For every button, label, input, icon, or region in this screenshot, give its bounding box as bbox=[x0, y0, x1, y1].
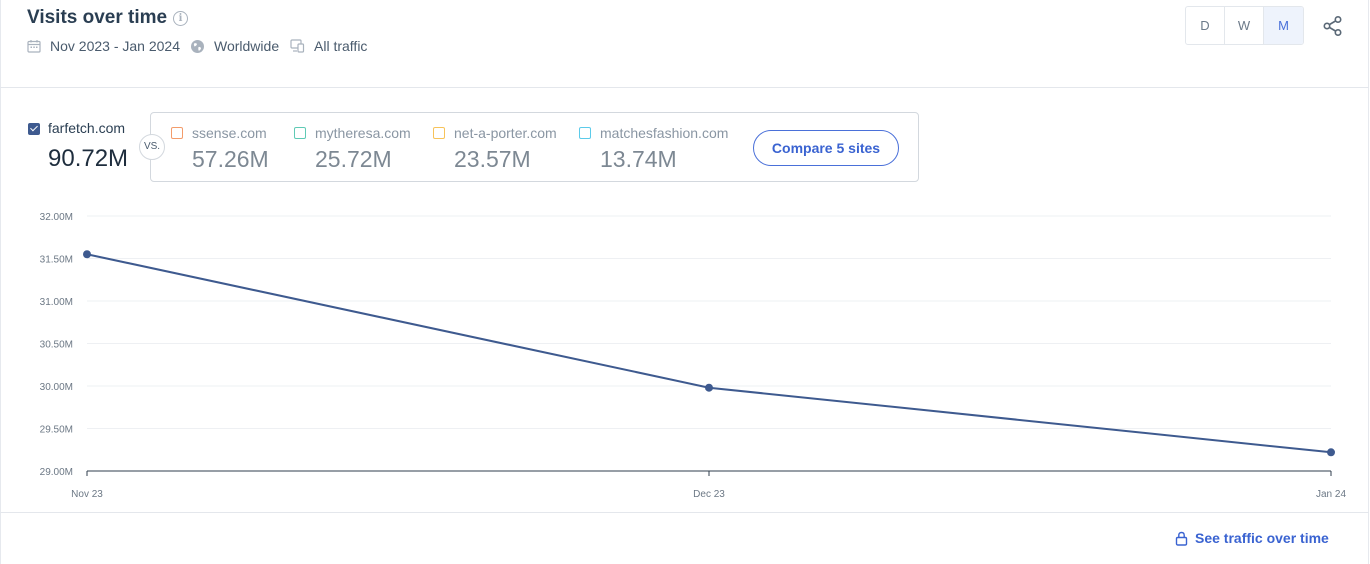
data-point bbox=[1327, 448, 1335, 457]
region-filter[interactable]: Worldwide bbox=[190, 38, 279, 54]
competitor-visits: 25.72M bbox=[315, 146, 392, 172]
date-range[interactable]: Nov 2023 - Jan 2024 bbox=[27, 38, 180, 54]
competitor-name: matchesfashion.com bbox=[600, 125, 729, 141]
main-site-name: farfetch.com bbox=[48, 120, 126, 136]
devices-icon bbox=[290, 39, 305, 53]
y-tick-label: 29.50M bbox=[40, 425, 73, 436]
competitor-name: net-a-porter.com bbox=[454, 125, 557, 141]
granularity-week[interactable]: W bbox=[1225, 7, 1264, 44]
competitor-checkbox[interactable] bbox=[294, 127, 306, 139]
lock-icon bbox=[1175, 531, 1188, 546]
visits-line-chart: 29.00M 29.50M 30.00M 30.50M 31.00M 31.50M 32.0… bbox=[40, 212, 1347, 500]
widget-title: Visits over time bbox=[27, 7, 168, 28]
main-site-checkbox[interactable] bbox=[28, 123, 40, 135]
date-range-label: Nov 2023 - Jan 2024 bbox=[50, 38, 180, 54]
competitor-visits: 13.74M bbox=[600, 146, 677, 172]
series-line bbox=[86, 253, 1332, 454]
y-tick-label: 31.50M bbox=[40, 255, 73, 266]
info-icon[interactable]: i bbox=[173, 11, 188, 26]
x-tick-label: Jan 24 bbox=[1316, 489, 1346, 500]
footer-divider bbox=[0, 512, 1369, 513]
x-tick-label: Dec 23 bbox=[693, 489, 725, 500]
competitor-name: mytheresa.com bbox=[315, 125, 411, 141]
competitor-visits: 57.26M bbox=[192, 146, 269, 172]
competitor-name: ssense.com bbox=[192, 125, 267, 141]
main-site-visits: 90.72M bbox=[48, 145, 129, 172]
see-traffic-link[interactable]: See traffic over time bbox=[1175, 530, 1329, 546]
compare-sites-button[interactable]: Compare 5 sites bbox=[753, 130, 899, 166]
see-traffic-label: See traffic over time bbox=[1195, 530, 1329, 546]
traffic-filter[interactable]: All traffic bbox=[290, 38, 367, 54]
y-tick-label: 31.00M bbox=[40, 297, 73, 308]
data-point bbox=[83, 250, 91, 259]
share-icon[interactable] bbox=[1322, 15, 1344, 37]
y-tick-label: 30.00M bbox=[40, 382, 73, 393]
competitor-checkbox[interactable] bbox=[579, 127, 591, 139]
granularity-month[interactable]: M bbox=[1264, 7, 1303, 44]
competitor-checkbox[interactable] bbox=[433, 127, 445, 139]
granularity-toggle: D W M bbox=[1185, 6, 1304, 45]
y-tick-label: 29.00M bbox=[40, 467, 73, 478]
vs-badge: VS. bbox=[139, 134, 165, 160]
competitor-checkbox[interactable] bbox=[171, 127, 183, 139]
y-tick-label: 32.00M bbox=[40, 212, 73, 223]
traffic-label: All traffic bbox=[314, 38, 368, 54]
region-label: Worldwide bbox=[214, 38, 280, 54]
calendar-icon bbox=[27, 40, 41, 53]
competitor-visits: 23.57M bbox=[454, 146, 531, 172]
globe-icon bbox=[191, 39, 204, 53]
granularity-day[interactable]: D bbox=[1186, 7, 1225, 44]
y-tick-label: 30.50M bbox=[40, 340, 73, 351]
data-point bbox=[705, 383, 713, 392]
header-divider bbox=[0, 87, 1369, 88]
x-tick-label: Nov 23 bbox=[71, 489, 103, 500]
